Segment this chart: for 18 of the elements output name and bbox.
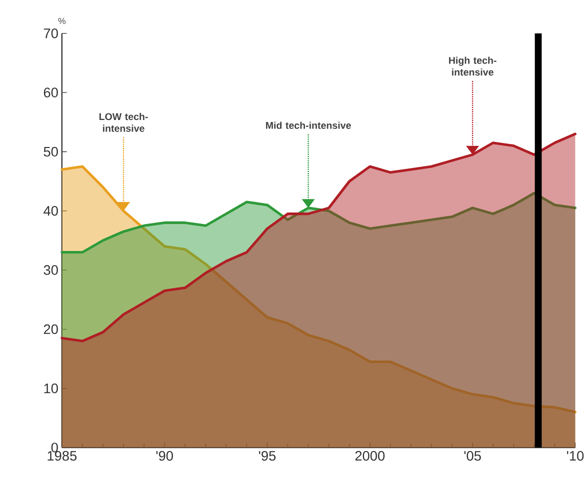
annotation: LOW tech-intensive [99,112,148,132]
x-tick-label: 1985 [48,451,77,461]
y-tick-label: 50 [44,146,58,157]
y-tick-label: 0 [51,442,58,452]
x-tick-label: '90 [156,451,173,461]
y-tick-label: 20 [44,324,58,334]
y-tick-label: 10 [44,384,58,394]
annotation: High tech-intensive [449,56,496,76]
y-tick-label: 60 [44,88,58,98]
y-axis-title: % [58,18,66,24]
x-tick-label: 2000 [355,451,385,461]
x-tick-label: '10 [566,451,584,461]
y-tick-label: 70 [44,28,58,38]
y-tick-label: 40 [44,206,58,216]
x-tick-label: '95 [259,451,276,461]
annotation: Mid tech-intensive [266,122,351,129]
x-tick-label: '05 [464,451,481,461]
y-tick-label: 30 [44,265,58,275]
